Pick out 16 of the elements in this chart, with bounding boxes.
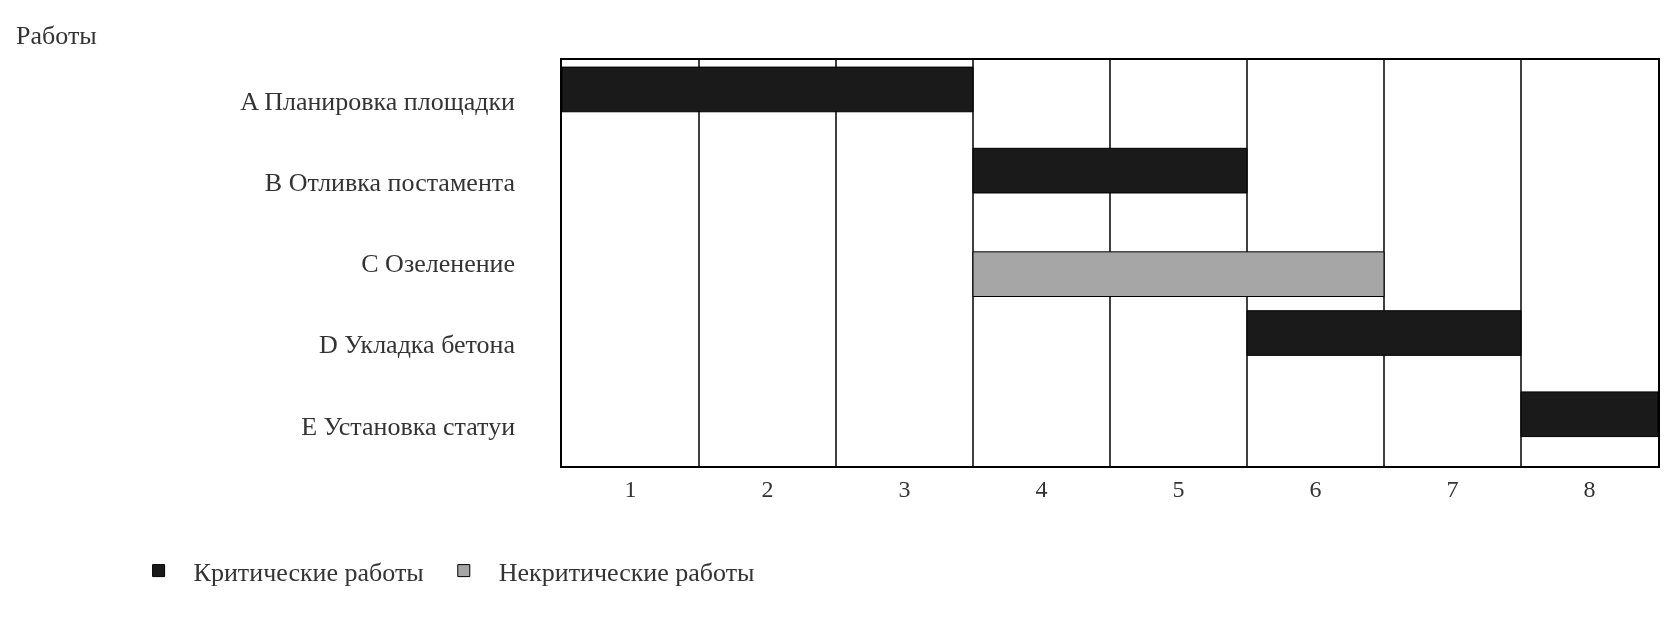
x-tick-label: 7	[1446, 475, 1459, 502]
y-tick-label: B Отливка постамента	[264, 167, 516, 197]
x-tick-label: 1	[624, 475, 637, 502]
text: Работы	[16, 21, 97, 50]
x-tick-label: 8	[1583, 475, 1596, 502]
y-tick-label: E Установка статуи	[301, 411, 516, 441]
y-tick-label: A Планировка площадки	[240, 86, 516, 116]
legend-label: Некритические работы	[498, 557, 755, 587]
x-tick-label: 6	[1309, 475, 1322, 502]
y-tick-label: C Озеленение	[361, 249, 516, 279]
legend-label: Критические работы	[193, 557, 424, 587]
y-tick-label: D Укладка бетона	[319, 330, 516, 360]
x-tick-label: 3	[898, 475, 911, 502]
x-tick-label: 4	[1035, 475, 1048, 502]
x-tick-label: 2	[761, 475, 774, 502]
x-tick-label: 5	[1172, 475, 1185, 502]
